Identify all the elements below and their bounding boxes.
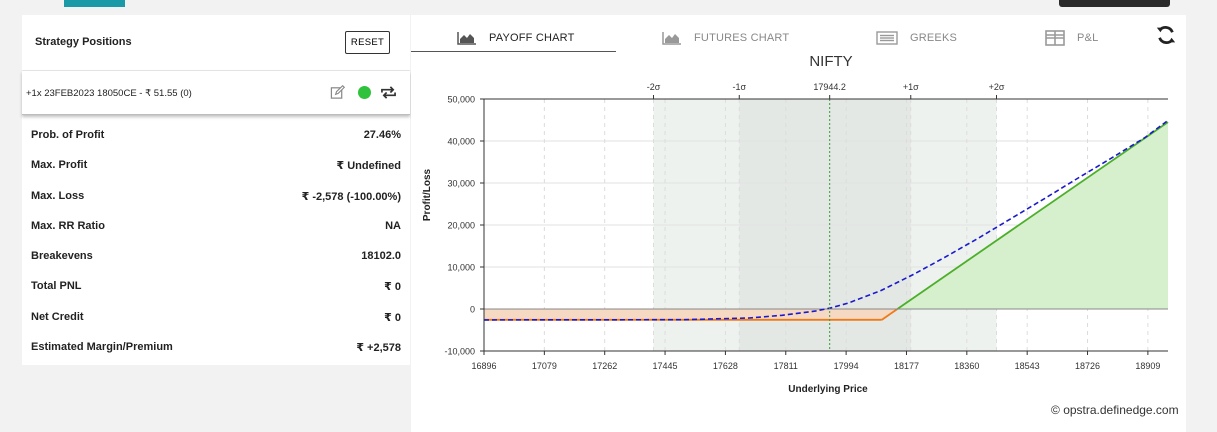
position-status-toggle[interactable] (358, 86, 371, 99)
x-tick-label: 17628 (713, 361, 738, 371)
x-axis-label: Underlying Price (788, 384, 868, 395)
payoff-chart[interactable]: NIFTY -10,000 0 10,000 20,000 30,000 40,000 50,… (411, 15, 1186, 432)
x-tick-label: 17262 (592, 361, 617, 371)
target-payoff-line (483, 119, 1169, 321)
profit-area (897, 122, 1168, 309)
expiry-line-profit (896, 121, 1169, 310)
y-axis-label: Profit/Loss (422, 168, 433, 221)
x-tick-label: 17079 (532, 361, 557, 371)
y-tick-label: 10,000 (447, 263, 475, 273)
tab-label: GREEKS (910, 32, 958, 44)
stat-value: ₹ -2,578 (-100.00%) (301, 190, 401, 203)
stat-row: Net Credit ₹ 0 (22, 301, 410, 331)
top-tick-label: 17944.2 (813, 82, 846, 92)
x-tick-label: 18360 (954, 361, 979, 371)
repeat-icon[interactable] (380, 85, 397, 100)
x-tick-label: 16896 (471, 361, 496, 371)
top-tick-label: +1σ (903, 82, 919, 92)
x-tick-label: 18909 (1135, 361, 1160, 371)
copyright-icon: © (1051, 403, 1060, 417)
loss-area (484, 309, 898, 320)
stat-label: Net Credit (31, 310, 84, 323)
tab-payoff-chart[interactable]: PAYOFF CHART (457, 24, 575, 52)
strategy-stats: Prob. of Profit 27.46% Max. Profit ₹ Undefi… (22, 119, 410, 361)
y-tick-label: 30,000 (447, 179, 475, 189)
edit-icon[interactable] (330, 85, 345, 100)
x-tick-label: 17811 (774, 361, 798, 371)
x-tick-label: 18726 (1075, 361, 1100, 371)
stat-row: Max. RR Ratio NA (22, 210, 410, 240)
refresh-icon[interactable] (1155, 24, 1177, 46)
x-tick-label: 17445 (653, 361, 678, 371)
top-tick-label: +2σ (989, 82, 1005, 92)
reset-button[interactable]: RESET (345, 31, 390, 54)
stat-value: NA (385, 219, 401, 232)
stat-value: 27.46% (363, 129, 401, 141)
strategy-positions-panel: Strategy Positions RESET +1x 23FEB2023 1… (22, 15, 410, 365)
x-tick-label: 17994 (834, 361, 859, 371)
chart-title: NIFTY (809, 53, 852, 70)
stat-label: Max. Loss (31, 189, 85, 202)
top-tick-label: -2σ (647, 82, 661, 92)
tab-pnl[interactable]: P&L (1045, 24, 1098, 52)
stat-label: Max. Profit (31, 159, 88, 172)
stat-value: ₹ +2,578 (356, 342, 401, 355)
y-tick-label: 0 (470, 305, 475, 315)
stat-row: Prob. of Profit 27.46% (22, 119, 410, 149)
stat-label: Total PNL (31, 280, 82, 293)
stat-label: Max. RR Ratio (31, 219, 105, 232)
top-dark-button[interactable] (1059, 0, 1170, 7)
x-tick-label: 18543 (1015, 361, 1040, 371)
area-chart-icon (457, 32, 476, 45)
y-tick-label: 40,000 (447, 137, 475, 147)
y-tick-label: 50,000 (447, 95, 475, 105)
stat-value: ₹ 0 (384, 311, 401, 324)
top-tick-label: -1σ (732, 82, 746, 92)
list-icon (876, 31, 898, 45)
stat-row: Estimated Margin/Premium ₹ +2,578 (22, 331, 410, 361)
top-action-button[interactable] (64, 0, 125, 7)
expiry-line-loss (881, 308, 898, 321)
y-tick-label: -10,000 (444, 347, 475, 357)
tab-label: FUTURES CHART (694, 32, 790, 44)
stat-label: Estimated Margin/Premium (31, 341, 173, 354)
credit-text: opstra.definedge.com (1063, 403, 1179, 417)
active-tab-underline (411, 51, 616, 52)
tab-greeks[interactable]: GREEKS (876, 24, 957, 52)
y-tick-label: 20,000 (447, 221, 475, 231)
credit: © opstra.definedge.com (1051, 403, 1179, 417)
strategy-positions-header: Strategy Positions RESET (22, 15, 410, 71)
area-chart-icon (662, 32, 681, 45)
stat-label: Prob. of Profit (31, 129, 105, 141)
stat-row: Max. Profit ₹ Undefined (22, 149, 410, 179)
tab-label: PAYOFF CHART (489, 32, 575, 44)
stat-value: ₹ 0 (384, 281, 401, 294)
strategy-positions-title: Strategy Positions (35, 36, 132, 48)
stat-row: Max. Loss ₹ -2,578 (-100.00%) (22, 180, 410, 210)
table-icon (1045, 30, 1065, 46)
stat-value: 18102.0 (361, 250, 401, 263)
stat-value: ₹ Undefined (336, 160, 402, 173)
x-tick-label: 18177 (894, 361, 919, 371)
stat-label: Breakevens (31, 250, 93, 263)
position-text: +1x 23FEB2023 18050CE - ₹ 51.55 (0) (26, 88, 192, 99)
position-row[interactable]: +1x 23FEB2023 18050CE - ₹ 51.55 (0) (22, 71, 410, 115)
tab-label: P&L (1077, 32, 1099, 44)
stat-row: Breakevens 18102.0 (22, 240, 410, 270)
stat-row: Total PNL ₹ 0 (22, 270, 410, 300)
chart-panel: PAYOFF CHART FUTURES CHART GREEKS P&L (411, 15, 1186, 432)
tab-futures-chart[interactable]: FUTURES CHART (662, 24, 789, 52)
